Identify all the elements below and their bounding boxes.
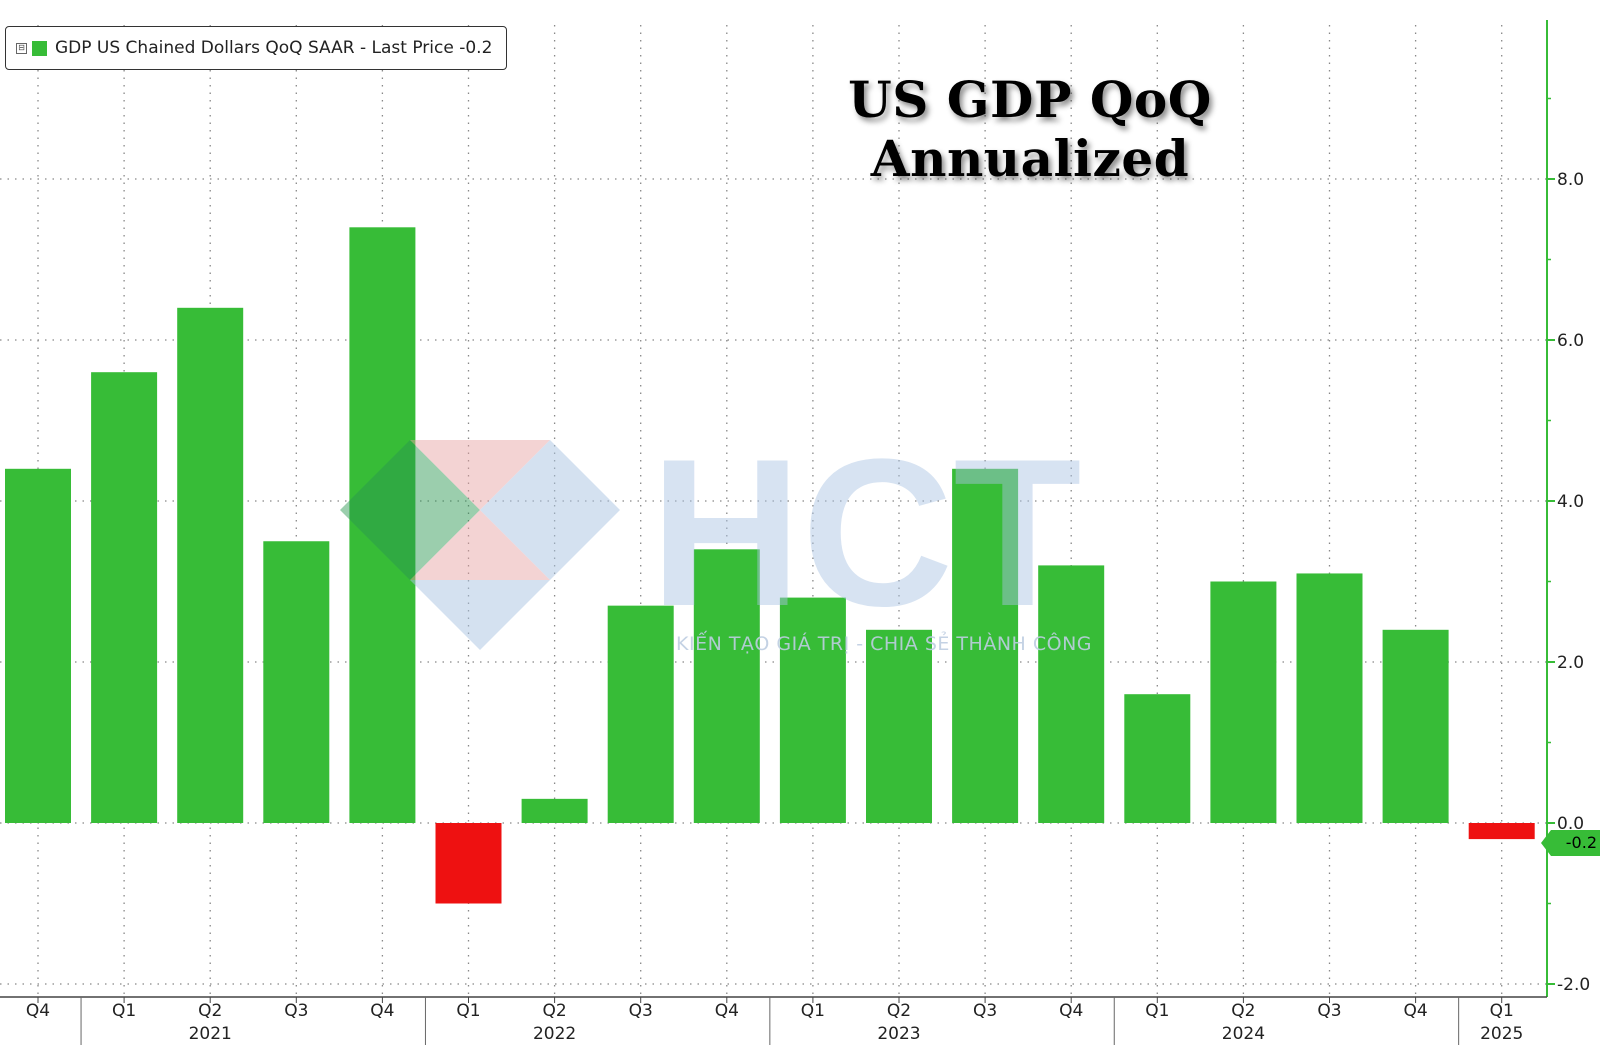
- x-tick-label: Q4: [1059, 1001, 1083, 1021]
- x-tick-label: Q4: [26, 1001, 50, 1021]
- axes: 8.0 6.0 4.0 2.0 0.0 -2.0 Q4 Q1 Q2 Q3 Q4 Q1 Q2 Q3 Q4 Q1 Q…: [0, 20, 1590, 1045]
- x-tick-label: Q1: [112, 1001, 136, 1021]
- bar: [607, 605, 674, 823]
- last-price-tag: -0.2: [1541, 830, 1600, 856]
- bar: [693, 549, 760, 823]
- hct-logo-text: HCT: [650, 440, 1082, 650]
- bar: [1296, 573, 1363, 823]
- y-tick-label: 2.0: [1557, 653, 1584, 673]
- bar: [779, 597, 846, 823]
- year-label: 2021: [189, 1024, 232, 1044]
- y-tick-label: 8.0: [1557, 170, 1584, 190]
- x-tick-label: Q2: [542, 1001, 566, 1021]
- bar: [521, 798, 588, 823]
- bar: [177, 307, 244, 823]
- x-tick-label: Q3: [629, 1001, 653, 1021]
- x-tick-label: Q1: [1145, 1001, 1169, 1021]
- year-label: 2022: [533, 1024, 576, 1044]
- x-tick-label: Q3: [973, 1001, 997, 1021]
- x-tick-label: Q3: [284, 1001, 308, 1021]
- bar: [1468, 823, 1535, 840]
- year-label: 2025: [1480, 1024, 1523, 1044]
- x-tick-label: Q2: [198, 1001, 222, 1021]
- bar: [952, 468, 1019, 823]
- x-tick-label: Q4: [715, 1001, 739, 1021]
- x-tick-label: Q1: [1490, 1001, 1514, 1021]
- x-tick-label: Q1: [801, 1001, 825, 1021]
- bar: [263, 541, 330, 823]
- x-tick-label: Q3: [1317, 1001, 1341, 1021]
- legend[interactable]: ⊟ GDP US Chained Dollars QoQ SAAR - Last…: [5, 26, 507, 70]
- x-tick-label: Q1: [456, 1001, 480, 1021]
- bar: [91, 372, 158, 823]
- bar: [1038, 565, 1105, 823]
- legend-expand-icon[interactable]: ⊟: [16, 42, 27, 54]
- bar-series: [5, 227, 1535, 904]
- legend-label: GDP US Chained Dollars QoQ SAAR - Last P…: [55, 38, 493, 58]
- chart-title: US GDP QoQ Annualized: [848, 70, 1212, 188]
- y-tick-label: -2.0: [1557, 975, 1590, 995]
- y-tick-label: 0.0: [1557, 814, 1584, 834]
- hct-logo-icon: HCT: [340, 415, 1082, 650]
- x-tick-label: Q4: [370, 1001, 394, 1021]
- x-tick-label: Q2: [887, 1001, 911, 1021]
- watermark-tagline: KIẾN TẠO GIÁ TRỊ - CHIA SẺ THÀNH CÔNG: [676, 633, 1093, 655]
- y-tick-label: 6.0: [1557, 331, 1584, 351]
- bar: [435, 823, 502, 904]
- x-tick-label: Q4: [1403, 1001, 1427, 1021]
- y-tick-label: 4.0: [1557, 492, 1584, 512]
- bar: [1124, 694, 1191, 823]
- bar: [349, 227, 416, 824]
- bar: [1382, 629, 1449, 823]
- x-tick-label: Q2: [1231, 1001, 1255, 1021]
- year-label: 2024: [1222, 1024, 1265, 1044]
- legend-swatch: [32, 40, 47, 56]
- bar: [5, 468, 71, 823]
- year-label: 2023: [877, 1024, 920, 1044]
- bar: [866, 629, 932, 823]
- grid-lines: [0, 25, 1547, 997]
- bar: [1210, 581, 1277, 823]
- hct-watermark-logo: HCT: [340, 415, 1110, 665]
